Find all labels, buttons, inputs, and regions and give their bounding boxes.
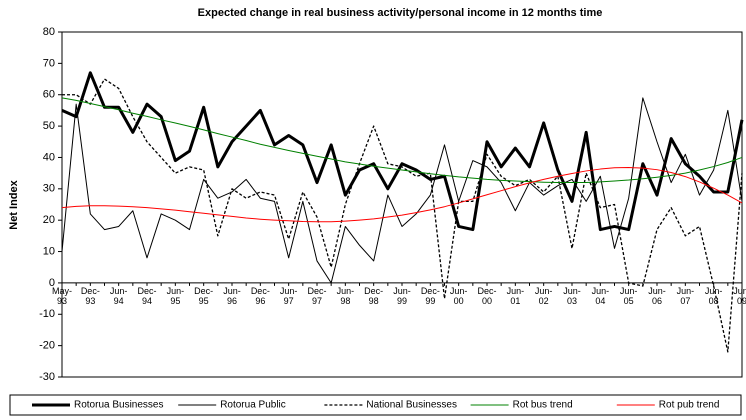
x-tick-label-box: Dec-99 [420, 285, 440, 306]
x-tick-label: Jun-08 [704, 285, 723, 306]
x-tick-label: May-93 [52, 285, 72, 306]
x-tick-label: Dec-96 [250, 285, 270, 306]
x-tick-label-box: Jun-03 [563, 285, 581, 306]
x-tick-label-box: Dec-95 [194, 285, 214, 306]
y-tick-label: 80 [43, 26, 55, 38]
x-tick-label: Jun-04 [591, 285, 610, 306]
x-tick-label: Jun-95 [166, 285, 185, 306]
x-tick-label-box: Jun-94 [109, 285, 128, 306]
y-tick-label: -20 [39, 340, 55, 352]
legend-label: Rotorua Businesses [74, 400, 164, 411]
x-tick-label-box: Jun-95 [166, 285, 185, 306]
x-tick-label: Dec-95 [194, 285, 214, 306]
series-line [62, 78, 743, 353]
x-tick-label-box: Dec-94 [137, 285, 157, 306]
legend-label: Rotorua Public [220, 400, 286, 411]
x-tick-label: Jun-06 [648, 285, 666, 306]
x-tick-label-box: May-93 [52, 285, 72, 306]
y-tick-label: 40 [43, 151, 55, 163]
x-tick-label-box: Dec-93 [80, 285, 100, 306]
x-tick-label-box: Jun-04 [591, 285, 610, 306]
x-tick-label: Jun-09 [733, 285, 746, 306]
x-tick-label: Jun-05 [619, 285, 638, 306]
x-tick-label-box: Jun-98 [336, 285, 355, 306]
series-line [61, 97, 743, 284]
x-tick-label: Dec-99 [420, 285, 440, 306]
x-tick-label: Jun-00 [449, 285, 468, 306]
x-tick-label: Jun-94 [109, 285, 128, 306]
legend-label: Rot bus trend [513, 400, 573, 411]
x-tick-label: Jun-96 [223, 285, 241, 306]
x-tick-label-box: Jun-01 [506, 285, 525, 306]
x-tick-label: Jun-07 [676, 285, 695, 306]
x-tick-label-box: Dec-97 [307, 285, 327, 306]
x-tick-label: Dec-93 [80, 285, 100, 306]
x-tick-label: Jun-99 [393, 285, 411, 306]
legend-frame [9, 394, 742, 416]
x-tick-label: Jun-03 [563, 285, 581, 306]
y-tick-label: -10 [39, 308, 55, 320]
y-tick-label: 30 [43, 183, 55, 195]
x-tick-label: Jun-01 [506, 285, 525, 306]
x-tick-label: Dec-94 [137, 285, 157, 306]
x-tick-label-box: Dec-96 [250, 285, 270, 306]
y-tick-label: 0 [49, 277, 55, 289]
series-line [61, 97, 743, 184]
x-tick-label-box: Jun-97 [279, 285, 298, 306]
legend-label: Rot pub trend [659, 400, 720, 411]
x-tick-label-box: Jun-05 [619, 285, 638, 306]
x-tick-label-box: Dec-00 [477, 285, 497, 306]
y-axis-label: Net Index [8, 179, 20, 229]
x-tick-label: Jun-98 [336, 285, 355, 306]
series-line [61, 166, 743, 223]
x-tick-label-box: Jun-08 [704, 285, 723, 306]
series-line [61, 71, 744, 232]
x-tick-label: Jun-02 [534, 285, 553, 306]
x-tick-label-box: Jun-99 [393, 285, 411, 306]
x-tick-label: Jun-97 [279, 285, 298, 306]
x-tick-label-box: Jun-07 [676, 285, 695, 306]
x-tick-label-box: Jun-06 [648, 285, 666, 306]
y-tick-label: -30 [39, 371, 55, 383]
x-tick-label-box: Jun-96 [223, 285, 241, 306]
y-tick-label: 60 [43, 89, 55, 101]
x-tick-label-box: Jun-02 [534, 285, 553, 306]
x-tick-label-box: Jun-09 [733, 285, 746, 306]
x-tick-label: Dec-98 [364, 285, 384, 306]
x-tick-label-box: Dec-98 [364, 285, 384, 306]
x-tick-label: Dec-97 [307, 285, 327, 306]
y-tick-label: 70 [43, 57, 55, 69]
x-tick-label-box: Jun-00 [449, 285, 468, 306]
chart-title: Expected change in real business activit… [198, 7, 603, 19]
plot-frame [61, 31, 743, 378]
x-tick-label: Dec-00 [477, 285, 497, 306]
y-tick-label: 20 [43, 214, 55, 226]
y-tick-label: 10 [43, 245, 55, 257]
legend-label: National Businesses [366, 400, 457, 411]
y-tick-label: 50 [43, 120, 55, 132]
